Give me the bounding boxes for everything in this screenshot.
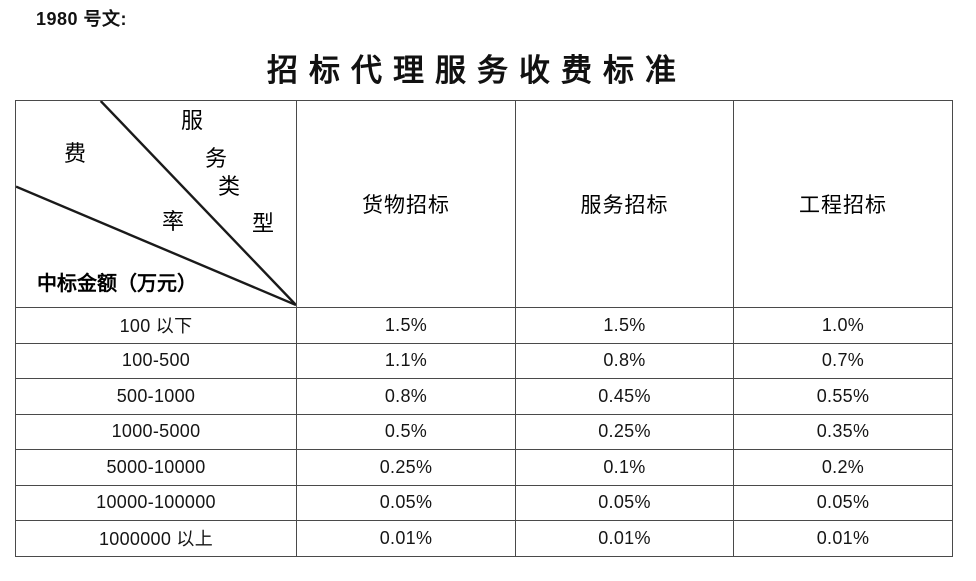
- page-title: 招标代理服务收费标准: [267, 53, 687, 88]
- rate-cell: 0.01%: [515, 520, 734, 557]
- amount-cell: 5000-10000: [15, 449, 297, 486]
- rate-cell: 1.5%: [296, 307, 516, 344]
- amount-cell: 1000-5000: [15, 413, 297, 450]
- diagonal-divider-lines: [16, 101, 296, 307]
- rate-cell: 0.25%: [296, 449, 516, 486]
- amount-cell: 1000000 以上: [15, 520, 297, 557]
- rate-cell: 0.01%: [733, 520, 953, 557]
- amount-cell: 100 以下: [15, 307, 297, 344]
- corner-service-type-char-1: 服: [181, 108, 204, 133]
- rate-cell: 0.5%: [296, 413, 516, 450]
- rate-cell: 1.0%: [733, 307, 953, 344]
- table-row: 5000-10000 0.25% 0.1% 0.2%: [15, 449, 953, 486]
- table-corner-cell: 服 务 类 型 费 率 中标金额（万元）: [15, 100, 297, 308]
- corner-service-type-char-4: 型: [252, 211, 275, 236]
- rate-cell: 0.55%: [733, 378, 953, 415]
- rate-cell: 0.2%: [733, 449, 953, 486]
- table-row: 1000-5000 0.5% 0.25% 0.35%: [15, 413, 953, 450]
- rate-cell: 0.05%: [515, 484, 734, 521]
- table-row: 10000-100000 0.05% 0.05% 0.05%: [15, 484, 953, 521]
- table-header-row: 服 务 类 型 费 率 中标金额（万元） 货物招标 服务招标 工程招标: [15, 100, 953, 308]
- rate-cell: 0.1%: [515, 449, 734, 486]
- amount-cell: 500-1000: [15, 378, 297, 415]
- rate-cell: 0.8%: [296, 378, 516, 415]
- rate-cell: 0.45%: [515, 378, 734, 415]
- column-header-works-bidding: 工程招标: [733, 100, 953, 308]
- rate-cell: 0.25%: [515, 413, 734, 450]
- rate-cell: 0.35%: [733, 413, 953, 450]
- rate-cell: 0.05%: [733, 484, 953, 521]
- corner-rate-char-2: 率: [162, 209, 185, 234]
- rate-cell: 0.01%: [296, 520, 516, 557]
- table-row: 100 以下 1.5% 1.5% 1.0%: [15, 307, 953, 344]
- column-header-goods-bidding: 货物招标: [296, 100, 516, 308]
- rate-cell: 0.8%: [515, 342, 734, 379]
- doc-number: 1980 号文:: [36, 9, 128, 29]
- rate-cell: 1.5%: [515, 307, 734, 344]
- table-row: 1000000 以上 0.01% 0.01% 0.01%: [15, 520, 953, 557]
- column-header-services-bidding: 服务招标: [515, 100, 734, 308]
- amount-cell: 100-500: [15, 342, 297, 379]
- corner-rate-char-1: 费: [64, 141, 87, 166]
- corner-amount-axis-label: 中标金额（万元）: [37, 273, 197, 295]
- table-row: 100-500 1.1% 0.8% 0.7%: [15, 342, 953, 379]
- corner-service-type-char-2: 务: [205, 146, 228, 171]
- corner-service-type-char-3: 类: [218, 174, 241, 199]
- amount-cell: 10000-100000: [15, 484, 297, 521]
- rate-cell: 1.1%: [296, 342, 516, 379]
- table-row: 500-1000 0.8% 0.45% 0.55%: [15, 378, 953, 415]
- fee-table: 服 务 类 型 费 率 中标金额（万元） 货物招标 服务招标 工程招标 100 …: [15, 100, 953, 557]
- rate-cell: 0.05%: [296, 484, 516, 521]
- rate-cell: 0.7%: [733, 342, 953, 379]
